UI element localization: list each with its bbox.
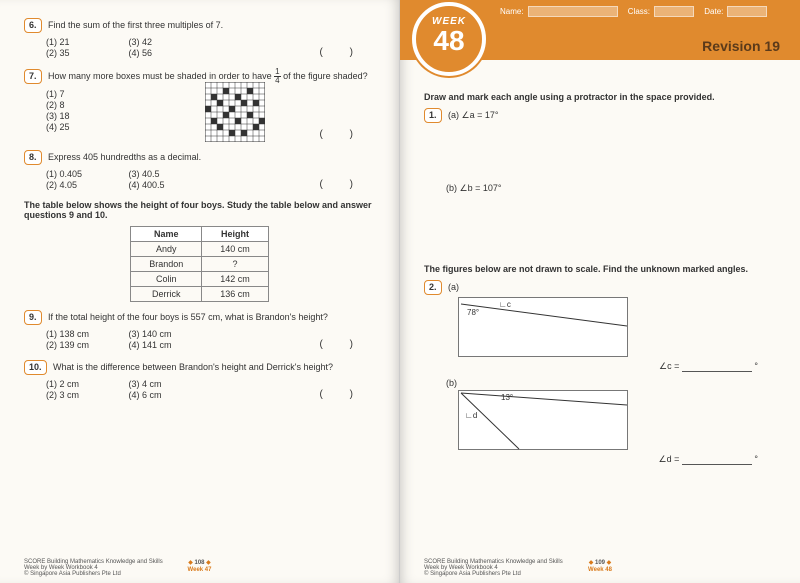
- book-spread: 6. Find the sum of the first three multi…: [0, 0, 800, 583]
- q8-opt2: (2) 4.05: [46, 180, 126, 190]
- left-footer: SCORE Building Mathematics Knowledge and…: [24, 559, 375, 573]
- q7-opt4: (4) 25: [46, 122, 126, 132]
- boys-height-table: NameHeight Andy140 cm Brandon? Colin142 …: [130, 226, 269, 302]
- name-box: [528, 6, 618, 17]
- q9-answer-blank: ( ): [320, 339, 365, 350]
- q10-opt2: (2) 3 cm: [46, 390, 126, 400]
- q10-answer-blank: ( ): [320, 389, 365, 400]
- q9-number: 9.: [24, 310, 42, 325]
- q10-opt1: (1) 2 cm: [46, 379, 126, 389]
- q9-opt4: (4) 141 cm: [129, 340, 209, 350]
- class-label: Class:: [628, 7, 650, 16]
- question-9: 9. If the total height of the four boys …: [24, 310, 375, 350]
- q6-opt3: (3) 42: [129, 37, 209, 47]
- page-left: 6. Find the sum of the first three multi…: [0, 0, 400, 583]
- question-2: 2. (a) 78° ∟c ∠c = ° (b): [424, 280, 776, 465]
- q9-text: If the total height of the four boys is …: [48, 312, 328, 322]
- q8-opt3: (3) 40.5: [129, 169, 209, 179]
- q6-number: 6.: [24, 18, 42, 33]
- q7-opt1: (1) 7: [46, 89, 126, 99]
- date-box: [727, 6, 767, 17]
- q1a-text: (a) ∠a = 17°: [448, 110, 498, 120]
- q1-number: 1.: [424, 108, 442, 123]
- question-8: 8. Express 405 hundredths as a decimal. …: [24, 150, 375, 190]
- right-footer: SCORE Building Mathematics Knowledge and…: [424, 559, 776, 573]
- q2b-label: (b): [446, 378, 776, 388]
- angle-13: 13°: [501, 393, 513, 402]
- q6-answer-blank: ( ): [320, 47, 365, 58]
- figure-2b: 13° ∟d: [458, 390, 628, 450]
- q7-answer-blank: ( ): [320, 129, 365, 140]
- q6-text: Find the sum of the first three multiple…: [48, 20, 223, 30]
- ans-c-row: ∠c = °: [458, 361, 758, 372]
- page-right: Name: Class: Date: Revision 19 WEEK 48 D…: [400, 0, 800, 583]
- q8-number: 8.: [24, 150, 42, 165]
- angle-c: ∟c: [499, 300, 511, 309]
- instr-2: The figures below are not drawn to scale…: [424, 264, 776, 274]
- q10-opt4: (4) 6 cm: [129, 390, 209, 400]
- q7-opt3: (3) 18: [46, 111, 126, 121]
- q8-opt1: (1) 0.405: [46, 169, 126, 179]
- th-height: Height: [202, 227, 269, 242]
- q7-fraction: 14: [274, 68, 280, 85]
- q8-opt4: (4) 400.5: [129, 180, 209, 190]
- week-badge: WEEK 48: [412, 2, 486, 76]
- q6-opt2: (2) 35: [46, 48, 126, 58]
- q1b-text: (b) ∠b = 107°: [446, 183, 776, 194]
- q7-grid-figure: [205, 82, 265, 142]
- q9-opt2: (2) 139 cm: [46, 340, 126, 350]
- class-box: [654, 6, 694, 17]
- th-name: Name: [131, 227, 202, 242]
- angle-d: ∟d: [465, 411, 477, 420]
- q6-opt1: (1) 21: [46, 37, 126, 47]
- q8-answer-blank: ( ): [320, 179, 365, 190]
- q2-number: 2.: [424, 280, 442, 295]
- q9-opt3: (3) 140 cm: [129, 329, 209, 339]
- name-label: Name:: [500, 7, 524, 16]
- q7-opt2: (2) 8: [46, 100, 126, 110]
- q10-opt3: (3) 4 cm: [129, 379, 209, 389]
- header-fields: Name: Class: Date:: [500, 6, 788, 17]
- figure-2a: 78° ∟c: [458, 297, 628, 357]
- q7-number: 7.: [24, 69, 42, 84]
- question-10: 10. What is the difference between Brand…: [24, 360, 375, 400]
- q2a-label: (a): [448, 282, 459, 292]
- q10-text: What is the difference between Brandon's…: [53, 362, 333, 372]
- angle-78: 78°: [467, 308, 479, 317]
- ans-d-row: ∠d = °: [458, 454, 758, 465]
- question-1: 1. (a) ∠a = 17° (b) ∠b = 107°: [424, 108, 776, 254]
- instr-1: Draw and mark each angle using a protrac…: [424, 92, 776, 102]
- table-intro: The table below shows the height of four…: [24, 200, 375, 220]
- date-label: Date:: [704, 7, 723, 16]
- question-7: 7. How many more boxes must be shaded in…: [24, 68, 375, 140]
- q9-opt1: (1) 138 cm: [46, 329, 126, 339]
- question-6: 6. Find the sum of the first three multi…: [24, 18, 375, 58]
- revision-title: Revision 19: [702, 38, 780, 54]
- q8-text: Express 405 hundredths as a decimal.: [48, 152, 201, 162]
- q7-text-b: of the figure shaded?: [283, 71, 368, 81]
- q10-number: 10.: [24, 360, 47, 375]
- week-number: 48: [416, 27, 482, 55]
- q7-text-a: How many more boxes must be shaded in or…: [48, 71, 274, 81]
- q6-opt4: (4) 56: [129, 48, 209, 58]
